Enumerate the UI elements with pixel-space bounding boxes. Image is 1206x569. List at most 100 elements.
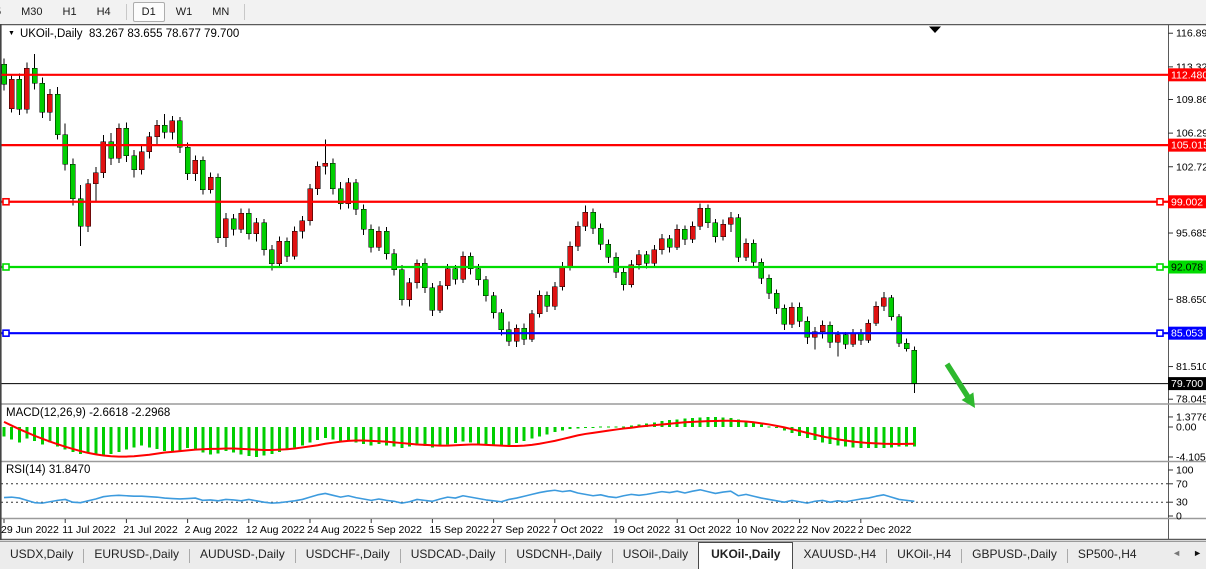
candle-body: [628, 264, 635, 285]
candle-body: [888, 297, 895, 317]
timeframe-button-h1[interactable]: H1: [62, 6, 77, 18]
symbol-tab-sp500-h4[interactable]: SP500-,H4: [1077, 547, 1137, 561]
symbol-dropdown-icon: ▼: [8, 30, 15, 37]
tabs-scroll-left-icon[interactable]: ◄: [1172, 548, 1182, 558]
candle-body: [93, 172, 99, 185]
macd-histogram-bar: [874, 427, 878, 449]
down-arrow-annotation[interactable]: [944, 362, 972, 401]
line-drag-handle[interactable]: [1156, 329, 1164, 337]
macd-histogram-bar: [905, 427, 909, 447]
macd-histogram-bar: [507, 427, 511, 446]
macd-histogram-bar: [392, 427, 396, 447]
macd-histogram-bar: [10, 427, 14, 440]
line-drag-handle[interactable]: [2, 329, 10, 337]
symbol-tab-ukoil-h4[interactable]: UKOil-,H4: [897, 547, 952, 561]
candle-body: [314, 165, 321, 189]
macd-histogram-bar: [889, 427, 893, 448]
tabs-scroll-right-icon[interactable]: ►: [1193, 548, 1202, 558]
timeframe-button-mn[interactable]: MN: [212, 6, 230, 18]
macd-histogram-bar: [713, 417, 717, 427]
price-badge: [1168, 138, 1206, 152]
symbol-tab-ukoil-daily[interactable]: UKOil-,Daily: [698, 542, 794, 569]
timeframe-button-w1[interactable]: W1: [175, 6, 193, 18]
candle-body: [291, 230, 298, 257]
candle-body: [376, 230, 382, 248]
macd-histogram-bar: [484, 427, 488, 446]
symbol-tab-usoil-daily[interactable]: USOil-,Daily: [622, 547, 689, 561]
macd-histogram-bar: [629, 425, 633, 427]
symbol-tab-eurusd-daily[interactable]: EURUSD-,Daily: [94, 547, 180, 561]
date-axis-label: 19 Oct 2022: [613, 524, 670, 536]
macd-histogram-bar: [216, 427, 220, 454]
symbol-tab-gbpusd-daily[interactable]: GBPUSD-,Daily: [972, 547, 1057, 561]
tab-divider: [961, 548, 963, 563]
date-axis-label: 27 Sep 2022: [491, 524, 551, 536]
tab-divider: [611, 548, 613, 563]
timeframe-button-d1[interactable]: D1: [132, 2, 165, 22]
price-badge-label: 92.078: [1171, 262, 1203, 274]
timeframe-button-m30[interactable]: M30: [21, 6, 43, 18]
macd-histogram-bar: [545, 427, 549, 435]
candle-body: [399, 269, 405, 301]
candle-body: [728, 217, 734, 225]
macd-histogram-bar: [767, 426, 771, 428]
line-drag-handle[interactable]: [2, 263, 10, 271]
candle-body: [689, 226, 696, 240]
candle-body: [475, 268, 482, 281]
candle-body: [597, 227, 604, 245]
macd-histogram-bar: [859, 427, 863, 448]
symbol-tab-audusd-daily[interactable]: AUDUSD-,Daily: [200, 547, 285, 561]
candle-body: [705, 208, 711, 223]
price-badge-label: 79.700: [1171, 378, 1203, 390]
chart-shift-marker-icon[interactable]: [929, 26, 941, 34]
date-axis-label: 2 Dec 2022: [858, 524, 912, 536]
candle-body: [54, 94, 61, 136]
candle-body: [108, 141, 114, 159]
line-drag-handle[interactable]: [2, 197, 10, 206]
symbol-tab-usdchf-daily[interactable]: USDCHF-,Daily: [305, 547, 390, 561]
line-drag-handle[interactable]: [1156, 197, 1164, 206]
macd-histogram-bar: [775, 427, 779, 429]
symbol-tab-usdcnh-daily[interactable]: USDCNH-,Daily: [516, 547, 602, 561]
candle-body: [131, 155, 137, 171]
candle-body: [605, 243, 612, 258]
candle-body: [161, 125, 168, 133]
line-drag-handle[interactable]: [1156, 263, 1164, 271]
macd-histogram-bar: [285, 427, 289, 450]
candle-body: [750, 242, 757, 263]
price-axis-label: 106.290: [1176, 128, 1206, 140]
down-arrow-annotation-head[interactable]: [961, 392, 975, 408]
date-axis-label: 31 Oct 2022: [674, 524, 731, 536]
candle-body: [368, 228, 374, 248]
price-axis-label: 95.685: [1176, 228, 1206, 240]
candle-body: [590, 211, 596, 229]
macd-histogram-bar: [247, 427, 251, 457]
macd-histogram-bar: [385, 427, 388, 446]
date-axis-label: 21 Jul 2022: [123, 524, 177, 536]
price-badge: [1168, 326, 1206, 340]
macd-histogram-bar: [614, 426, 618, 428]
candle-body: [192, 160, 198, 174]
symbol-tab-xauusd-h4[interactable]: XAUUSD-,H4: [803, 547, 877, 561]
macd-histogram-bar: [17, 427, 21, 443]
macd-histogram-bar: [407, 427, 411, 447]
macd-histogram-bar: [576, 427, 580, 429]
timeframe-button-h4[interactable]: H4: [96, 6, 111, 18]
macd-histogram-bar: [362, 427, 366, 444]
timeframe-button-5[interactable]: 5: [0, 2, 10, 22]
candle-body: [70, 163, 76, 200]
candle-body: [299, 220, 306, 232]
macd-histogram-bar: [71, 427, 75, 452]
candle-body: [483, 279, 489, 297]
candle-body: [406, 282, 413, 301]
candle-body: [773, 292, 780, 309]
macd-histogram-bar: [583, 427, 587, 428]
candle-body: [850, 332, 856, 345]
price-badge: [1168, 260, 1206, 274]
symbol-tab-usdx-daily[interactable]: USDX,Daily: [10, 547, 74, 561]
macd-histogram-bar: [140, 427, 144, 446]
candle-body: [85, 183, 91, 227]
macd-histogram-bar: [346, 427, 350, 441]
symbol-tab-usdcad-daily[interactable]: USDCAD-,Daily: [410, 547, 496, 561]
